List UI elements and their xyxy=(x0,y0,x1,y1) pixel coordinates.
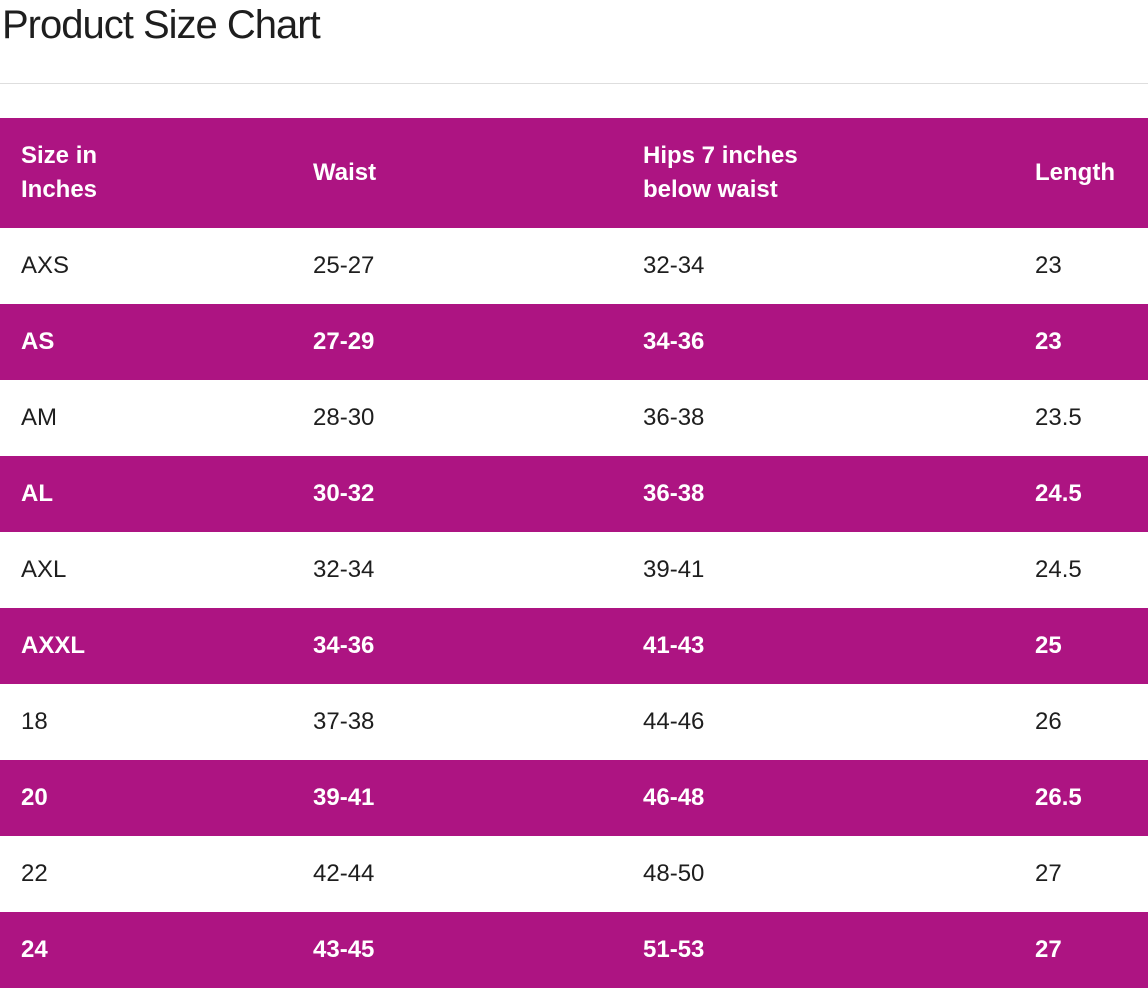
table-row: AS 27-29 34-36 23 xyxy=(0,304,1148,380)
cell-length: 23 xyxy=(1035,328,1062,355)
table-row: AXL 32-34 39-41 24.5 xyxy=(0,532,1148,608)
cell-size: AM xyxy=(21,404,57,431)
cell-length: 26.5 xyxy=(1035,784,1082,811)
cell-size: AXXL xyxy=(21,632,86,659)
cell-waist: 25-27 xyxy=(313,252,375,279)
table-row: AXS 25-27 32-34 23 xyxy=(0,228,1148,304)
table-row: AM 28-30 36-38 23.5 xyxy=(0,380,1148,456)
title-divider xyxy=(0,83,1148,84)
cell-hips: 46-48 xyxy=(643,784,705,811)
cell-waist: 42-44 xyxy=(313,860,375,887)
cell-hips: 51-53 xyxy=(643,936,705,963)
cell-hips: 48-50 xyxy=(643,860,705,887)
header-hips: Hips 7 inches below waist xyxy=(643,142,798,203)
cell-waist: 37-38 xyxy=(313,708,375,735)
cell-size: AXS xyxy=(21,252,70,279)
cell-size: 20 xyxy=(21,784,48,811)
cell-length: 23.5 xyxy=(1035,404,1082,431)
cell-hips: 39-41 xyxy=(643,556,705,583)
cell-waist: 27-29 xyxy=(313,328,375,355)
cell-waist: 28-30 xyxy=(313,404,375,431)
cell-hips: 41-43 xyxy=(643,632,705,659)
table-row: 22 42-44 48-50 27 xyxy=(0,836,1148,912)
page-title: Product Size Chart xyxy=(2,3,321,47)
cell-size: 18 xyxy=(21,708,48,735)
cell-waist: 32-34 xyxy=(313,556,375,583)
header-length: Length xyxy=(1035,159,1115,186)
cell-size: AXL xyxy=(21,556,67,583)
cell-waist: 34-36 xyxy=(313,632,375,659)
cell-hips: 32-34 xyxy=(643,252,705,279)
cell-waist: 39-41 xyxy=(313,784,375,811)
cell-hips: 36-38 xyxy=(643,404,705,431)
cell-hips: 36-38 xyxy=(643,480,705,507)
cell-length: 26 xyxy=(1035,708,1062,735)
cell-size: AL xyxy=(21,480,53,507)
cell-length: 25 xyxy=(1035,632,1062,659)
table-row: AXXL 34-36 41-43 25 xyxy=(0,608,1148,684)
table-row: 20 39-41 46-48 26.5 xyxy=(0,760,1148,836)
cell-size: 24 xyxy=(21,936,48,963)
cell-waist: 43-45 xyxy=(313,936,375,963)
cell-waist: 30-32 xyxy=(313,480,375,507)
cell-hips: 34-36 xyxy=(643,328,705,355)
header-size: Size in Inches xyxy=(21,142,98,203)
table-row: 18 37-38 44-46 26 xyxy=(0,684,1148,760)
cell-length: 27 xyxy=(1035,860,1062,887)
cell-length: 27 xyxy=(1035,936,1062,963)
table-row: AL 30-32 36-38 24.5 xyxy=(0,456,1148,532)
cell-length: 24.5 xyxy=(1035,480,1082,507)
table-row: 24 43-45 51-53 27 xyxy=(0,912,1148,988)
table-header-row: Size in Inches Waist Hips 7 inches below… xyxy=(0,118,1148,228)
cell-length: 23 xyxy=(1035,252,1062,279)
cell-size: 22 xyxy=(21,860,48,887)
size-chart-table: Size in Inches Waist Hips 7 inches below… xyxy=(0,118,1148,988)
cell-length: 24.5 xyxy=(1035,556,1082,583)
cell-hips: 44-46 xyxy=(643,708,705,735)
cell-size: AS xyxy=(21,328,55,355)
header-waist: Waist xyxy=(313,159,377,186)
